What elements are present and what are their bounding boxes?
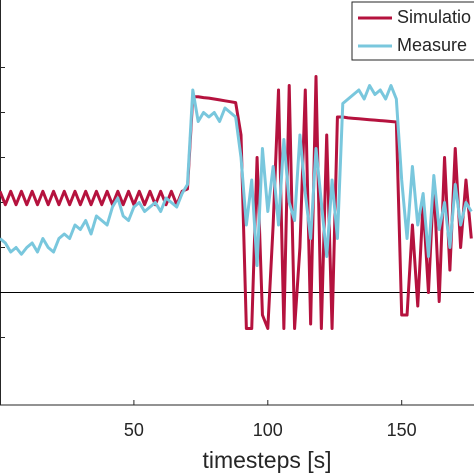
- legend-label: Measure: [397, 35, 467, 55]
- data-line: [0, 75, 473, 330]
- x-axis-label: timesteps [s]: [202, 447, 331, 473]
- x-tick-label: 100: [253, 420, 283, 440]
- legend-label: Simulatio: [397, 7, 471, 27]
- legend: Simulatio Measure: [351, 1, 474, 61]
- x-tick-label: 50: [124, 420, 144, 440]
- legend-box: [351, 1, 474, 61]
- data-line: [0, 84, 473, 267]
- x-tick-label: 150: [387, 420, 417, 440]
